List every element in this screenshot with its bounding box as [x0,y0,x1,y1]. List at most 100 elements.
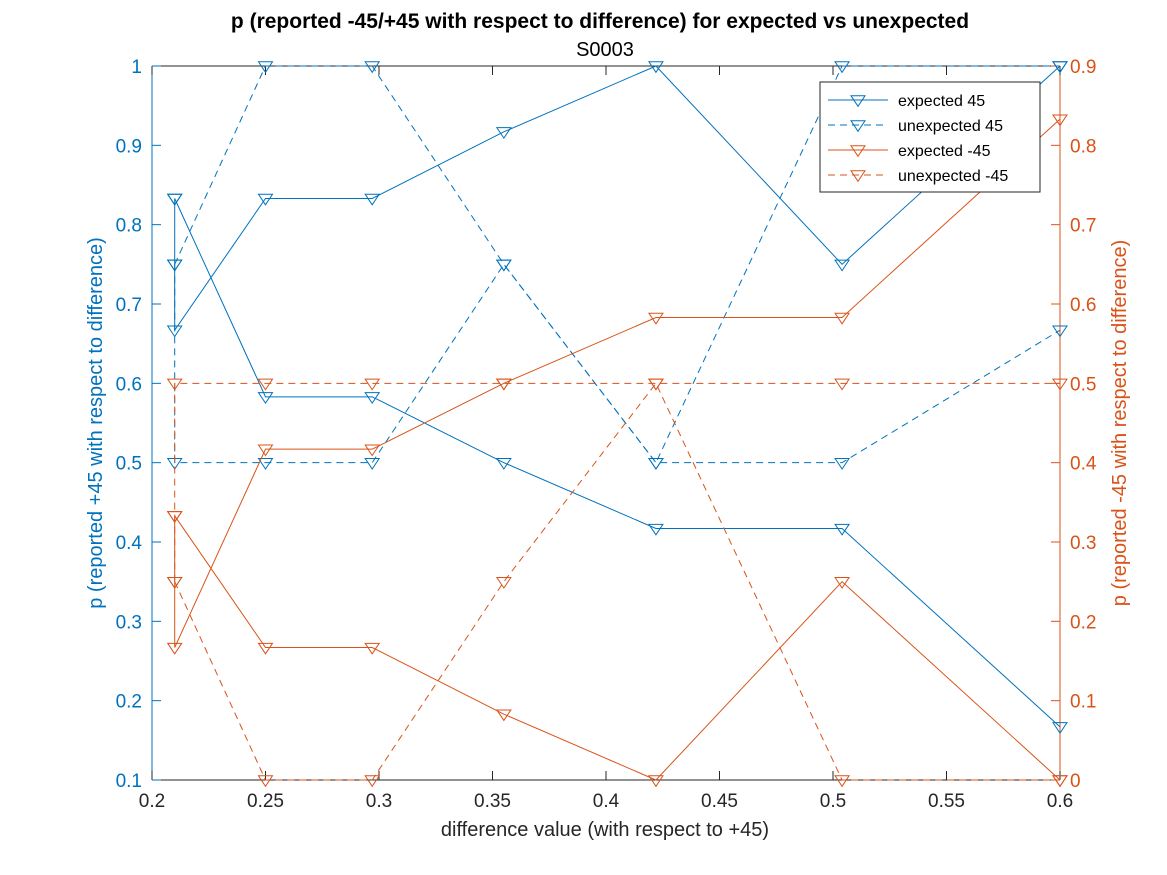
data-point-unexpected--45 [1052,775,1068,788]
chart-subtitle: S0003 [576,39,634,61]
x-tick-label: 0.25 [247,791,284,812]
data-point-unexpected--45 [166,378,183,391]
x-tick-label: 0.45 [701,791,738,812]
data-point-expected--45 [364,444,381,457]
series-line-expected-45 [174,198,1061,728]
data-point-expected--45 [834,312,851,325]
data-point-unexpected--45 [834,378,851,391]
legend-label-expected--45: expected -45 [898,143,991,160]
data-point-unexpected-45 [834,61,851,74]
data-point-expected--45 [166,642,183,655]
x-tick-label: 0.4 [593,791,620,812]
series-line-unexpected--45 [174,382,1060,781]
data-point-unexpected--45 [257,378,274,391]
data-point-expected-45 [364,392,381,405]
data-point-expected--45 [364,642,381,655]
data-point-expected-45 [648,61,664,74]
y-right-tick-label: 0.1 [1070,692,1096,713]
y-right-tick-label: 0.6 [1070,295,1096,316]
y-left-tick-label: 0.1 [116,771,142,792]
data-point-expected-45 [495,127,512,140]
legend: expected 45 unexpected 45 expected -45 unex… [819,81,1041,193]
data-point-expected--45 [648,775,664,788]
data-point-expected--45 [166,511,183,524]
x-tick-label: 0.55 [928,791,965,812]
x-tick-label: 0.6 [1047,791,1073,812]
x-axis-label: difference value (with respect to +45) [441,819,769,841]
x-tick-label: 0.3 [366,791,392,812]
y-right-tick-label: 0.9 [1070,57,1096,78]
y-axis-label-left: p (reported +45 with respect to differen… [85,237,107,609]
data-point-expected-45 [495,457,512,470]
x-tick-label: 0.35 [474,791,511,812]
ticks: 0.2 0.25 0.3 0.35 0.4 0.45 0.5 0.55 0.60.10.20.3… [116,57,1097,812]
y-left-tick-label: 0.4 [116,533,143,554]
data-point-expected--45 [257,444,274,457]
data-point-unexpected-45 [495,259,512,272]
series-line-unexpected-45 [174,263,1061,464]
legend-marker-expected-45 [850,95,866,108]
data-point-unexpected--45 [364,378,381,391]
data-point-unexpected--45 [495,378,512,391]
data-point-expected--45 [257,642,274,655]
data-point-expected-45 [166,193,183,206]
series-unexpected-45 [166,259,1068,470]
y-left-tick-label: 0.2 [116,692,142,713]
y-right-tick-label: 0.3 [1070,533,1096,554]
legend-marker-unexpected--45 [850,170,866,183]
series-expected-45 [166,193,1068,735]
y-left-tick-label: 0.9 [116,136,142,157]
data-point-expected-45 [257,193,274,206]
data-point-unexpected--45 [1052,378,1068,391]
data-point-unexpected-45 [834,457,851,470]
data-point-expected--45 [495,709,512,722]
y-axis-label-right: p (reported -45 with respect to differen… [1109,240,1131,606]
data-point-unexpected-45 [364,61,381,74]
series-unexpected--45 [166,378,1068,788]
legend-marker-unexpected-45 [850,120,866,133]
data-point-unexpected-45 [1052,325,1068,338]
series-layer [166,61,1068,788]
data-point-expected-45 [1052,722,1068,735]
y-left-tick-label: 0.8 [116,216,142,237]
y-right-tick-label: 0.7 [1070,216,1096,237]
data-point-expected-45 [834,523,851,536]
series-line-expected-45 [174,65,1061,332]
data-point-unexpected--45 [257,775,274,788]
data-point-expected--45 [834,576,851,589]
y-right-tick-label: 0.4 [1070,454,1097,475]
y-left-tick-label: 0.5 [116,454,142,475]
y-left-tick-label: 0.7 [116,295,142,316]
data-point-unexpected--45 [834,775,851,788]
data-point-expected-45 [648,523,664,536]
y-left-tick-label: 0.6 [116,374,142,395]
data-point-unexpected--45 [495,576,512,589]
data-point-unexpected--45 [166,576,183,589]
y-right-tick-label: 0.8 [1070,136,1096,157]
legend-label-unexpected--45: unexpected -45 [898,168,1008,185]
data-point-expected-45 [257,392,274,405]
x-tick-label: 0.2 [139,791,165,812]
data-point-expected--45 [1052,114,1068,127]
y-left-tick-label: 0.3 [116,612,142,633]
series-line-unexpected-45 [174,65,1060,464]
data-point-expected-45 [834,259,851,272]
data-point-unexpected-45 [257,61,274,74]
series-line-expected--45 [174,515,1061,781]
data-point-unexpected-45 [166,259,183,272]
data-point-unexpected--45 [648,378,664,391]
data-point-unexpected-45 [1052,61,1068,74]
y-right-tick-label: 0 [1070,771,1081,792]
data-point-unexpected-45 [257,457,274,470]
y-left-tick-label: 1 [131,57,142,78]
data-point-unexpected-45 [364,457,381,470]
data-point-unexpected--45 [364,775,381,788]
series-line-unexpected--45 [174,382,1060,582]
legend-marker-expected--45 [850,145,866,158]
chart-title: p (reported -45/+45 with respect to diff… [231,10,969,33]
data-point-expected--45 [648,312,664,325]
legend-label-unexpected-45: unexpected 45 [898,118,1003,135]
data-point-unexpected-45 [648,457,664,470]
legend-label-expected-45: expected 45 [898,93,985,110]
